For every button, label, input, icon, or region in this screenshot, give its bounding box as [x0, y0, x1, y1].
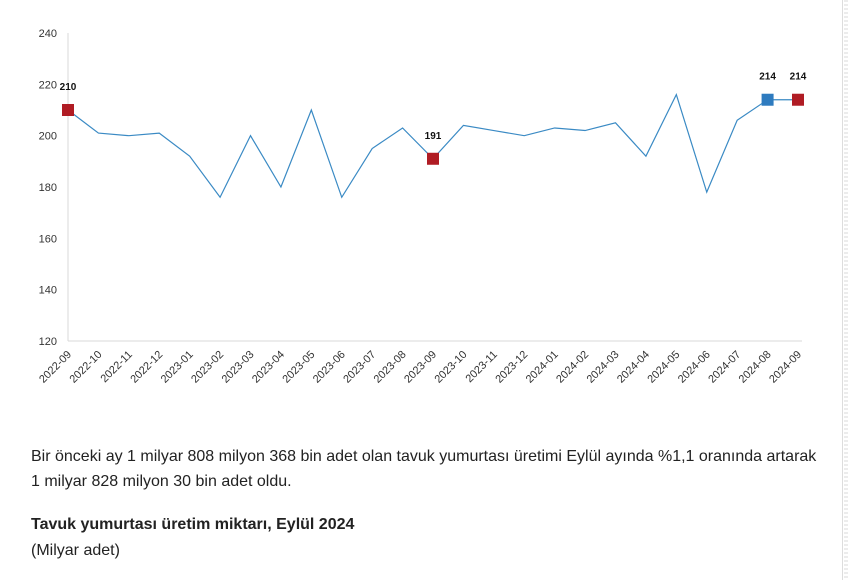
- x-tick-label: 2024-07: [706, 349, 743, 386]
- x-axis-ticks: 2022-092022-102022-112022-122023-012023-…: [37, 349, 804, 386]
- scroll-edge: [844, 0, 848, 580]
- x-tick-label: 2024-03: [585, 349, 622, 386]
- data-point-marker: [62, 104, 74, 116]
- series-line: [67, 92, 798, 199]
- x-tick-label: 2023-06: [311, 349, 348, 386]
- table-unit: (Milyar adet): [31, 542, 120, 559]
- data-point-marker: [792, 93, 804, 106]
- x-tick-label: 2023-01: [159, 349, 196, 386]
- x-tick-label: 2022-12: [128, 349, 165, 386]
- x-tick-label: 2022-10: [68, 349, 105, 386]
- x-tick-label: 2024-09: [767, 349, 804, 386]
- x-tick-label: 2024-08: [737, 349, 774, 386]
- series-line-path: [67, 92, 798, 199]
- data-point-marker: [427, 152, 439, 165]
- x-tick-label: 2023-05: [280, 349, 317, 386]
- data-label: 214: [790, 72, 807, 83]
- data-point-marker: [761, 93, 774, 106]
- y-tick-label: 140: [39, 285, 57, 297]
- x-tick-label: 2023-10: [433, 349, 470, 386]
- x-tick-label: 2023-07: [341, 349, 378, 386]
- x-tick-label: 2024-04: [615, 349, 652, 386]
- x-tick-label: 2024-01: [524, 349, 561, 386]
- x-tick-label: 2024-05: [645, 349, 682, 386]
- data-label: 191: [425, 131, 442, 142]
- summary-paragraph: Bir önceki ay 1 milyar 808 milyon 368 bi…: [31, 448, 817, 490]
- x-tick-label: 2023-12: [493, 349, 530, 386]
- y-tick-label: 180: [39, 182, 57, 194]
- y-tick-label: 200: [39, 131, 57, 143]
- x-tick-label: 2023-08: [372, 349, 409, 386]
- y-axis-ticks: 120 140 160 180 200 220 240: [39, 28, 57, 348]
- x-tick-label: 2023-02: [189, 349, 226, 386]
- table-title: Tavuk yumurtası üretim miktarı, Eylül 20…: [31, 516, 355, 533]
- x-tick-label: 2023-03: [220, 349, 257, 386]
- highlight-markers: 210 191 214 214: [60, 72, 807, 165]
- data-label: 210: [60, 82, 77, 93]
- y-tick-label: 160: [39, 233, 57, 245]
- x-tick-label: 2023-04: [250, 349, 287, 386]
- chart-axes: [67, 33, 802, 342]
- y-tick-label: 240: [39, 28, 57, 40]
- x-tick-label: 2022-09: [37, 349, 74, 386]
- x-tick-label: 2024-02: [554, 349, 591, 386]
- data-label: 214: [759, 72, 776, 83]
- y-tick-label: 120: [39, 336, 57, 348]
- x-tick-label: 2023-09: [402, 349, 439, 386]
- x-tick-label: 2024-06: [676, 349, 713, 386]
- y-tick-label: 220: [39, 79, 57, 91]
